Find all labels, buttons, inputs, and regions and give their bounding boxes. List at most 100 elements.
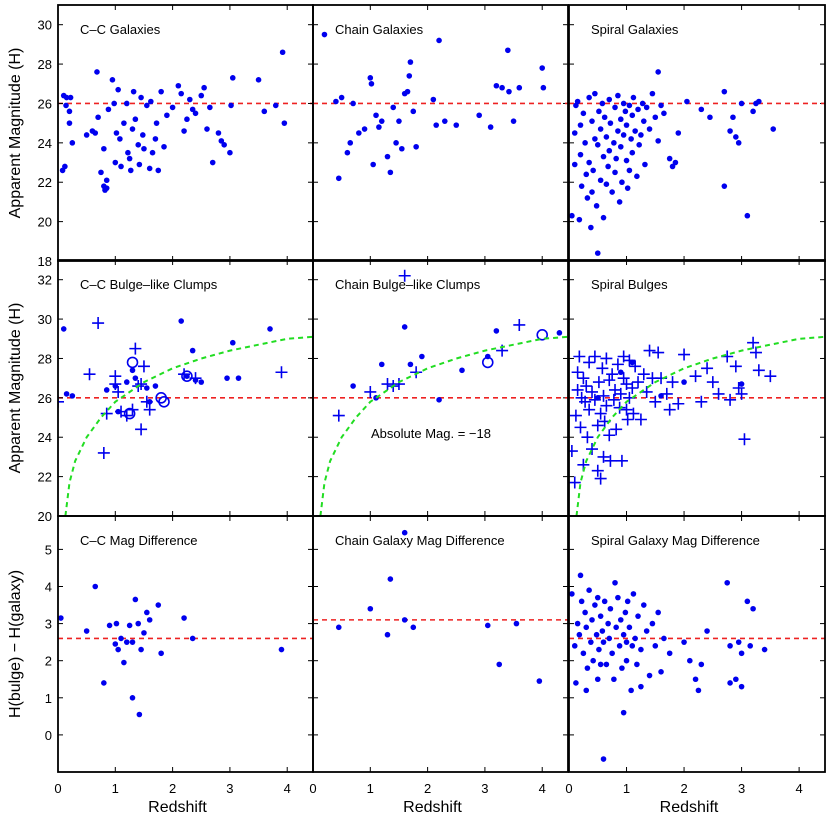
point [609,650,615,657]
point [136,161,143,168]
point [98,169,104,176]
point [586,94,592,101]
point [707,114,713,121]
point [617,116,624,123]
point [148,98,154,105]
plot-area [313,31,568,182]
plus-point [643,344,656,357]
point [652,114,659,121]
point [597,177,604,184]
y-tick-label: 30 [38,18,52,33]
point [626,102,633,109]
point [624,185,631,191]
point [744,212,751,219]
point [601,114,608,121]
point [186,96,193,103]
point [368,80,375,87]
plus-point [712,387,725,400]
point [658,102,664,109]
point [344,149,351,156]
plus-point [137,360,150,373]
point [721,183,728,189]
point [661,110,667,117]
point [370,161,376,168]
point [101,145,107,152]
point [496,661,503,668]
point [453,122,460,128]
point [632,635,638,642]
point [623,122,630,128]
y-tick-label: 3 [45,617,52,632]
x-tick-label: 0 [309,781,316,796]
plus-point [381,378,394,391]
point [612,579,618,586]
point [569,591,575,597]
point [770,126,777,132]
point [573,680,579,686]
panel-title: C–C Mag Difference [80,533,198,548]
point [721,88,728,95]
point [387,169,394,176]
point [733,134,739,140]
point [499,84,505,91]
panel-frame [568,4,826,262]
point [338,94,345,101]
point [138,646,144,653]
point [744,598,751,605]
point [586,159,592,166]
plus-point [649,395,662,408]
point [92,130,99,136]
point [603,181,610,187]
point [347,140,354,146]
point [66,120,73,126]
plus-point [513,318,526,331]
point [235,375,242,381]
plus-point [586,443,599,456]
point [126,155,133,162]
point [640,118,647,124]
point [622,108,629,115]
annotation: Absolute Mag. = −18 [371,426,491,441]
point [628,687,634,694]
plus-point [611,358,624,371]
point [69,140,76,146]
point [626,167,633,174]
point [201,84,207,91]
point [103,177,110,184]
x-tick-label: 1 [623,781,630,796]
panel-title: Spiral Galaxies [591,22,679,37]
point [67,94,74,101]
point [112,641,119,647]
point [493,82,500,89]
point [181,615,187,621]
plus-point [735,387,748,400]
point [640,602,647,608]
point [576,216,583,223]
x-axis-label: Redshift [403,799,462,816]
point [594,395,601,401]
x-tick-label: 3 [481,781,488,796]
open-point [123,407,136,420]
point [750,605,756,612]
point [493,328,500,334]
point [224,375,230,381]
point [130,88,137,95]
plus-point [749,346,762,359]
point [584,195,591,201]
point [735,140,742,146]
point [175,82,182,89]
point [649,90,656,97]
point [569,212,575,219]
plus-point [594,472,607,485]
point [169,104,176,111]
point [620,100,627,107]
point [556,330,563,336]
plus-point [591,419,604,432]
point [606,96,613,103]
y-tick-label: 28 [38,351,52,366]
y-axis-label: H(bulge) − H(galaxy) [7,570,24,718]
plus-point [621,413,634,426]
point [638,683,644,690]
point [228,102,234,109]
point [129,639,136,645]
